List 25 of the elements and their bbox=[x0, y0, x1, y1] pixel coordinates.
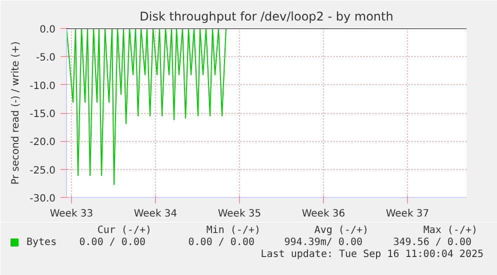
y-tick-label: -25.0 bbox=[30, 165, 56, 176]
y-axis-title: Pr second read (-) / write (+) bbox=[10, 41, 22, 185]
x-tick-label: Week 34 bbox=[134, 208, 178, 220]
line-series bbox=[66, 28, 226, 186]
text: 0.00 / 0.00 bbox=[79, 237, 146, 248]
text: Avg (-/+) bbox=[314, 225, 369, 236]
text: Min (-/+) bbox=[206, 225, 261, 236]
y-tick-label: -5.0 bbox=[36, 52, 56, 64]
x-tick-label: Week 37 bbox=[386, 208, 430, 220]
x-tick-label: Week 35 bbox=[218, 208, 262, 220]
legend-label: Bytes bbox=[26, 237, 57, 248]
text: Max (-/+) bbox=[423, 225, 478, 236]
y-tick-label: -20.0 bbox=[30, 137, 56, 148]
x-tick-label: Week 36 bbox=[302, 208, 346, 220]
y-tick-label: -30.0 bbox=[30, 194, 56, 204]
y-tick-label: -10.0 bbox=[30, 80, 56, 92]
text: 349.56 / 0.00 bbox=[393, 237, 472, 248]
text: Last update: Tue Sep 16 11:00:04 2025 bbox=[260, 249, 484, 260]
text: Cur (-/+) bbox=[97, 225, 152, 236]
text: 0.00 / 0.00 bbox=[188, 237, 254, 248]
chart-title: Disk throughput for /dev/loop2 - by month bbox=[140, 10, 394, 24]
y-tick-label: -15.0 bbox=[30, 109, 56, 120]
text: 994.39m/ 0.00 bbox=[284, 237, 362, 248]
y-tick-label: 0.0 bbox=[40, 24, 56, 36]
x-tick-label: Week 33 bbox=[50, 208, 94, 220]
